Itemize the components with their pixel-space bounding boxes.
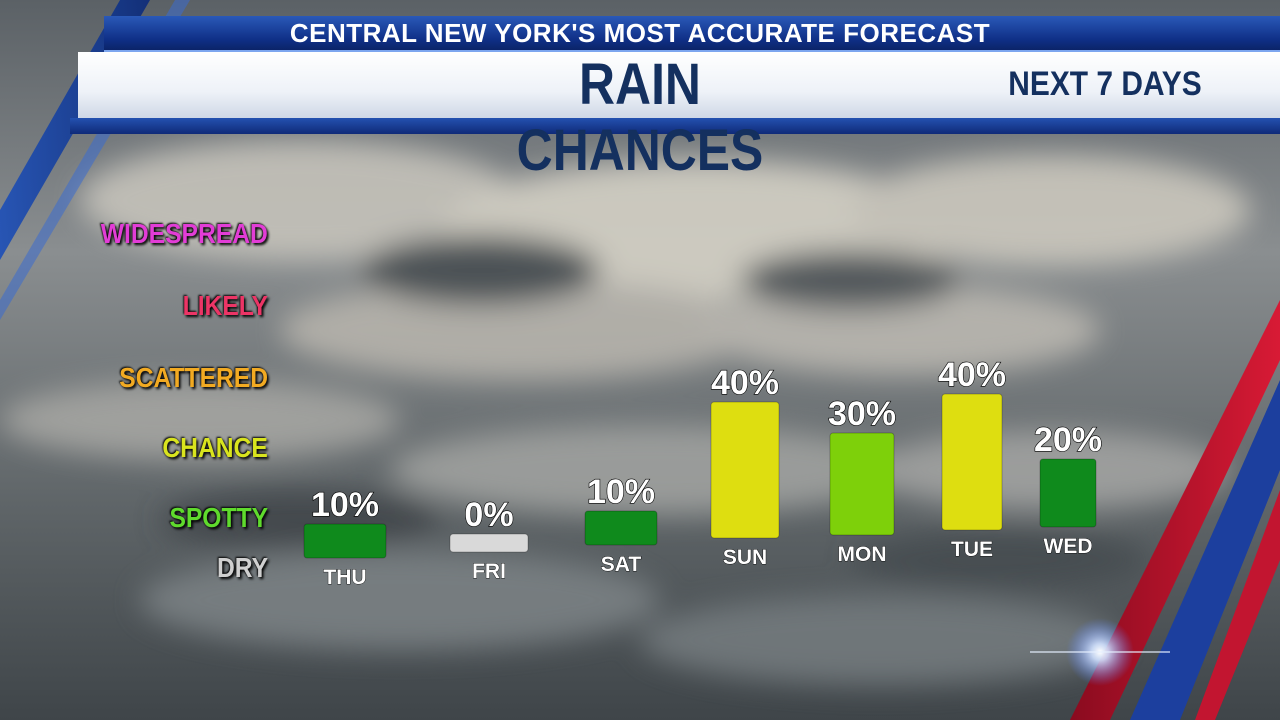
day-label-wed: WED	[1044, 535, 1093, 558]
header-title-band	[78, 52, 1280, 118]
day-label-fri: FRI	[472, 560, 506, 583]
day-label-sun: SUN	[723, 546, 767, 569]
value-label-sun: 40%	[711, 364, 779, 402]
bar-thu	[303, 523, 387, 559]
category-dry: DRY	[216, 552, 268, 583]
bar-fri	[449, 533, 529, 553]
value-label-mon: 30%	[828, 395, 896, 433]
header-top-band	[104, 16, 1280, 52]
value-label-tue: 40%	[938, 356, 1006, 394]
page-subtitle: NEXT 7 DAYS	[1008, 65, 1202, 103]
bar-mon	[829, 432, 895, 536]
category-chance: CHANCE	[162, 432, 268, 463]
header-bottom-band	[70, 118, 1280, 134]
category-spotty: SPOTTY	[169, 502, 268, 533]
page-title: RAIN CHANCES	[516, 52, 764, 183]
day-label-thu: THU	[323, 566, 366, 589]
category-widespread: WIDESPREAD	[100, 218, 268, 249]
category-scattered: SCATTERED	[119, 362, 268, 393]
value-label-sat: 10%	[587, 473, 655, 511]
day-label-mon: MON	[838, 543, 887, 566]
bar-sun	[710, 401, 780, 539]
day-label-sat: SAT	[601, 553, 642, 576]
bar-wed	[1039, 458, 1097, 528]
value-label-fri: 0%	[464, 496, 513, 534]
bar-sat	[584, 510, 658, 546]
value-label-thu: 10%	[311, 486, 379, 524]
category-likely: LIKELY	[182, 290, 268, 321]
day-label-tue: TUE	[951, 538, 993, 561]
bar-tue	[941, 393, 1003, 531]
tagline: CENTRAL NEW YORK'S MOST ACCURATE FORECAS…	[289, 18, 991, 48]
value-label-wed: 20%	[1034, 421, 1102, 459]
